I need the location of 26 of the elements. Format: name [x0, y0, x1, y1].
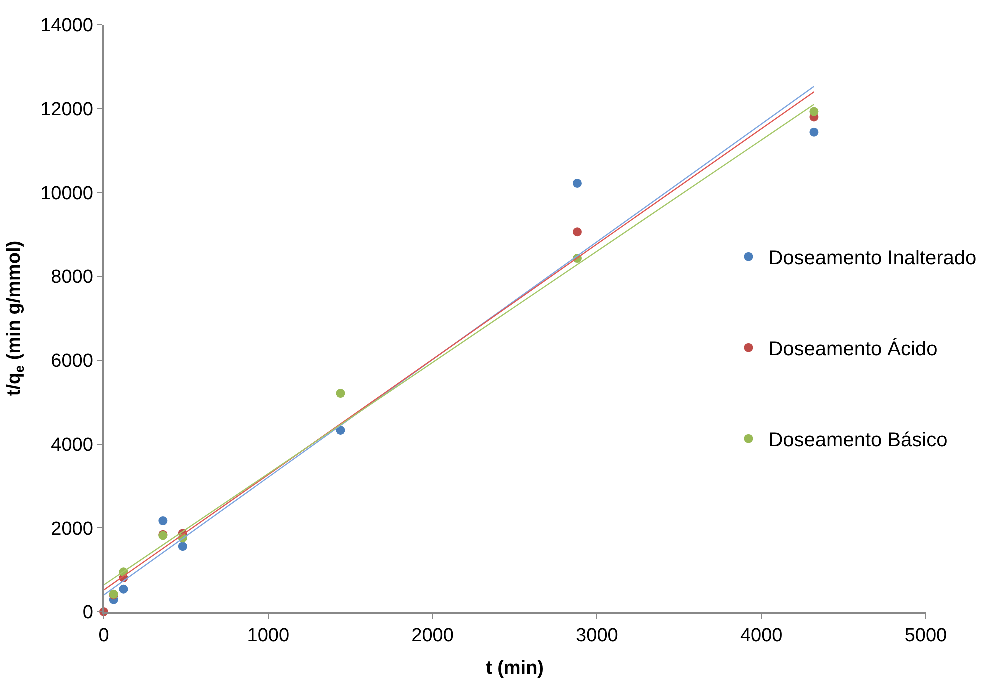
x-tick-label: 3000 — [576, 626, 618, 647]
point — [178, 542, 188, 552]
legend-label: Doseamento Inalterado — [768, 248, 977, 270]
point — [572, 178, 582, 188]
y-tick-label: 0 — [82, 602, 94, 624]
y-tick-label: 2000 — [51, 518, 94, 540]
y-tick-label: 14000 — [40, 16, 94, 37]
x-tick-label: 1000 — [247, 626, 290, 647]
y-tick-label: 8000 — [51, 267, 94, 288]
y-tick-label: 4000 — [51, 434, 94, 456]
point — [810, 128, 819, 137]
x-axis-title: t (min) — [486, 658, 544, 679]
point — [810, 107, 819, 116]
point — [572, 228, 582, 237]
legend-label: Doseamento Básico — [768, 430, 948, 452]
x-tick-label: 5000 — [904, 626, 948, 647]
point — [336, 389, 346, 398]
x-tick-label: 2000 — [412, 626, 454, 647]
point — [119, 584, 128, 594]
y-tick-label: 6000 — [51, 351, 94, 372]
legend-label: Doseamento Ácido — [768, 338, 938, 361]
point — [158, 516, 168, 526]
x-tick-label: 4000 — [740, 626, 783, 647]
y-tick-label: 12000 — [40, 100, 94, 121]
x-tick-label: 0 — [98, 626, 110, 647]
y-tick-label: 10000 — [40, 183, 94, 204]
